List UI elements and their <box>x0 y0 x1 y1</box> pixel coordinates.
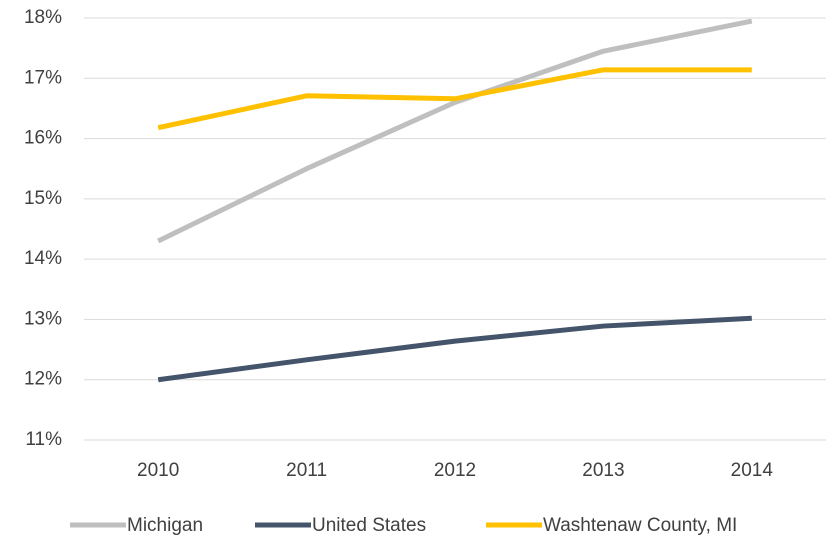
series-line <box>157 315 752 383</box>
x-tick-label: 2012 <box>434 460 476 481</box>
x-tick-label: 2011 <box>286 460 327 481</box>
legend-label: United States <box>312 515 426 536</box>
legend-label: Washtenaw County, MI <box>543 515 737 536</box>
legend-label: Michigan <box>127 515 203 536</box>
y-tick-label: 17% <box>24 67 62 88</box>
y-tick-label: 12% <box>24 369 62 390</box>
x-tick-label: 2014 <box>731 460 774 481</box>
y-tick-label: 15% <box>24 188 62 209</box>
x-tick-label: 2010 <box>137 460 179 481</box>
y-tick-label: 11% <box>25 429 62 450</box>
x-tick-label: 2013 <box>582 460 624 481</box>
series-line <box>157 67 752 131</box>
y-tick-label: 14% <box>24 248 62 269</box>
series-line <box>157 18 753 244</box>
y-tick-label: 16% <box>24 128 62 149</box>
y-tick-label: 18% <box>24 7 62 28</box>
y-tick-label: 13% <box>24 308 62 329</box>
